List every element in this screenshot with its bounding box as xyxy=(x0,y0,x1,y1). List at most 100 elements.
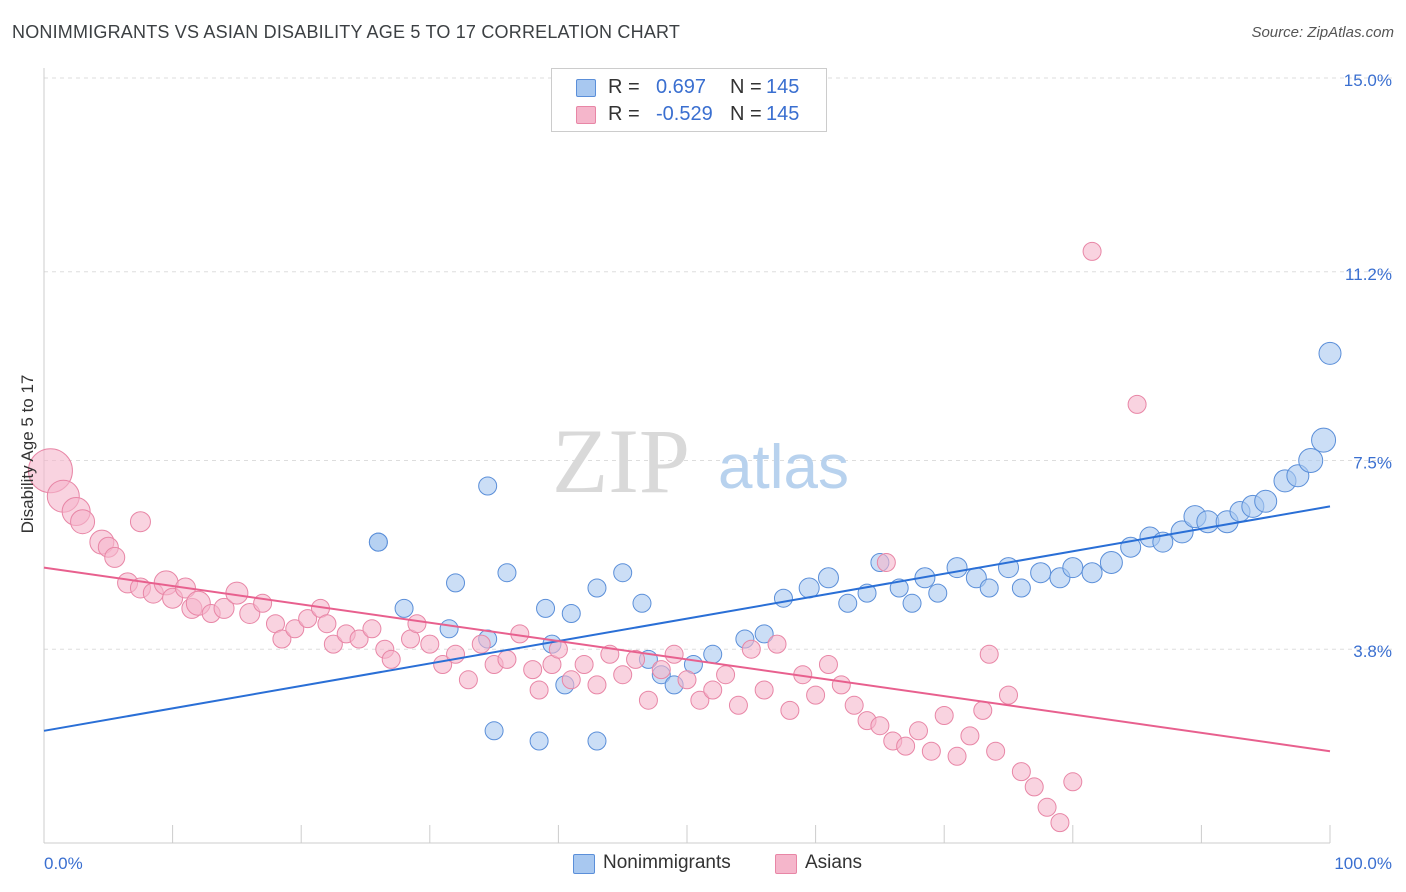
nonimmigrants-point xyxy=(1298,448,1324,473)
asians-point xyxy=(870,716,890,736)
stats-box: R = 0.697 N = 145 R = -0.529 N = 145 xyxy=(551,68,827,132)
asians-point xyxy=(716,665,736,685)
y-tick-label: 3.8% xyxy=(1353,642,1392,661)
asians-point xyxy=(703,680,723,700)
x-tick-label: 0.0% xyxy=(44,854,83,873)
asians-point xyxy=(407,614,427,634)
nonimmigrants-point xyxy=(561,604,581,623)
nonimmigrants-point xyxy=(798,577,820,599)
nonimmigrants-point xyxy=(529,731,549,751)
asians-point xyxy=(1050,813,1070,833)
nonimmigrants-point xyxy=(1311,427,1337,453)
nonimmigrants-point xyxy=(439,619,459,639)
asians-point xyxy=(129,511,151,533)
asians-point xyxy=(999,685,1018,705)
nonimmigrants-point xyxy=(889,578,909,598)
nonimmigrants-point xyxy=(979,578,999,598)
series-asians xyxy=(27,241,1147,833)
asians-point xyxy=(844,695,864,715)
nonimmigrants-point xyxy=(1030,562,1052,584)
nonimmigrants-point xyxy=(1254,489,1278,513)
asians-point xyxy=(979,644,999,664)
tick-labels: 3.8% 7.5% 11.2% 15.0% 0.0% 100.0% xyxy=(44,71,1392,873)
asians-point xyxy=(213,597,235,619)
y-tick-label: 15.0% xyxy=(1344,71,1392,90)
trend-line-nonimmigrants xyxy=(43,505,1331,732)
trend-lines xyxy=(43,505,1331,753)
asians-point xyxy=(349,629,369,649)
asians-point xyxy=(613,665,633,685)
asians-point xyxy=(1011,762,1031,782)
stats-r-value: 0.697 xyxy=(656,76,707,98)
nonimmigrants-point xyxy=(928,583,948,603)
y-axis-label: Disability Age 5 to 17 xyxy=(18,374,37,534)
y-tick-label: 7.5% xyxy=(1353,454,1392,473)
asians-point xyxy=(1082,241,1102,261)
grid-lines xyxy=(44,77,1392,650)
asians-point xyxy=(960,726,980,746)
asians-point xyxy=(754,680,774,700)
stats-n-label: N = xyxy=(730,76,762,98)
asians-point xyxy=(896,736,916,756)
asians-point xyxy=(741,639,761,659)
asians-point xyxy=(317,614,337,634)
nonimmigrants-point xyxy=(587,731,607,751)
asians-point xyxy=(471,634,491,654)
nonimmigrants-point xyxy=(587,578,607,598)
stats-swatch-nonimmigrants xyxy=(576,79,596,97)
asians-point xyxy=(285,619,305,639)
legend-swatch-nonimmigrants xyxy=(573,854,595,874)
trend-line-asians xyxy=(43,566,1331,753)
asians-point xyxy=(934,706,954,725)
nonimmigrants-point xyxy=(497,563,517,583)
nonimmigrants-point xyxy=(1318,341,1342,365)
nonimmigrants-point xyxy=(817,567,839,589)
watermark-zip: ZIP xyxy=(552,410,690,512)
asians-point xyxy=(947,746,967,766)
stats-r-label: R = xyxy=(608,76,640,98)
nonimmigrants-point xyxy=(613,563,633,583)
series-nonimmigrants xyxy=(368,341,1342,751)
asians-point xyxy=(497,649,517,669)
asians-point xyxy=(921,741,941,761)
asians-point xyxy=(677,670,697,690)
asians-point xyxy=(458,670,478,690)
y-tick-label: 11.2% xyxy=(1345,265,1392,284)
asians-point xyxy=(362,619,382,639)
watermark-atlas: atlas xyxy=(718,433,849,502)
x-tick-label: 100.0% xyxy=(1334,854,1392,873)
stats-n-value: 145 xyxy=(766,76,800,98)
nonimmigrants-point xyxy=(1011,578,1031,598)
asians-point xyxy=(574,655,594,674)
nonimmigrants-point xyxy=(703,644,723,664)
nonimmigrants-point xyxy=(368,532,388,552)
stats-n-label: N = xyxy=(730,103,762,125)
asians-point xyxy=(690,690,710,710)
asians-point xyxy=(728,695,748,715)
legend-swatch-asians xyxy=(775,854,797,874)
stats-swatch-asians xyxy=(576,106,596,124)
asians-point xyxy=(767,634,787,654)
asians-point xyxy=(381,649,401,669)
asians-point xyxy=(780,700,800,720)
asians-point xyxy=(986,741,1006,761)
asians-point xyxy=(831,675,851,695)
stats-r-label: R = xyxy=(608,103,640,125)
nonimmigrants-point xyxy=(1081,562,1103,584)
legend-label: Nonimmigrants xyxy=(603,852,731,873)
legend-label: Asians xyxy=(805,852,863,873)
nonimmigrants-point xyxy=(838,593,858,613)
asians-point xyxy=(651,660,671,680)
asians-point xyxy=(323,634,343,654)
asians-point xyxy=(638,690,658,710)
asians-point xyxy=(272,629,292,649)
asians-point xyxy=(561,670,581,690)
asians-point xyxy=(908,721,928,741)
nonimmigrants-point xyxy=(478,476,498,496)
asians-point xyxy=(523,660,543,680)
watermark: ZIP atlas xyxy=(552,410,849,512)
asians-point xyxy=(529,680,549,700)
asians-point xyxy=(664,644,684,664)
source-label: Source: ZipAtlas.com xyxy=(1251,24,1394,41)
